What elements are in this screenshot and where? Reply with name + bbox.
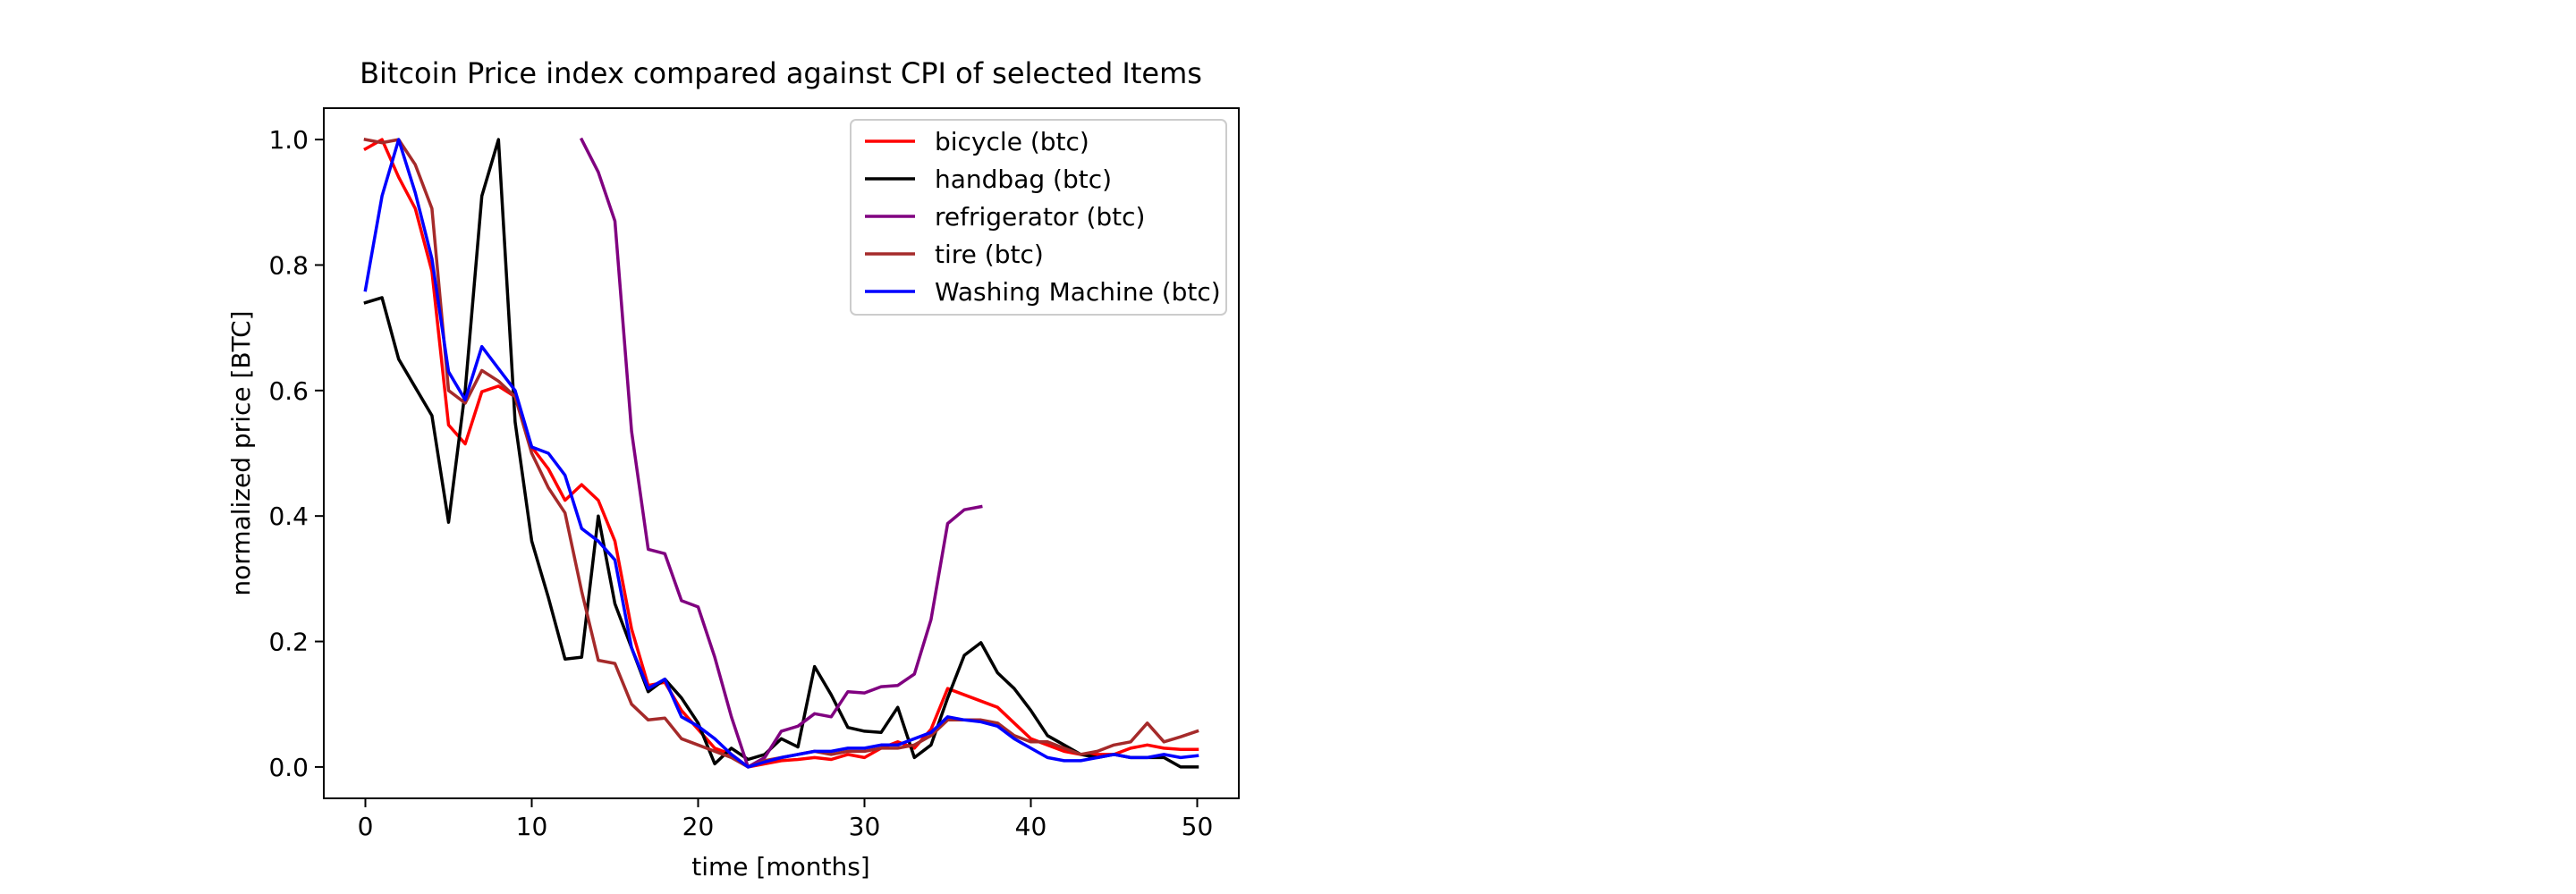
y-axis-label: normalized price [BTC] — [226, 310, 256, 595]
plot-area — [323, 107, 1240, 799]
series-line — [363, 138, 1199, 769]
series-layer — [363, 137, 1199, 769]
legend-label: handbag (btc) — [935, 164, 1112, 194]
y-tick-label: 0.4 — [268, 502, 309, 531]
legend-label: tire (btc) — [935, 240, 1044, 269]
x-tick-label: 0 — [358, 812, 374, 841]
chart-title: Bitcoin Price index compared against CPI… — [360, 56, 1202, 90]
y-tick-label: 0.2 — [268, 628, 309, 657]
series-line — [363, 138, 1199, 769]
y-tick-label: 0.0 — [268, 753, 309, 782]
y-tick-label: 0.8 — [268, 250, 309, 280]
x-tick-label: 10 — [516, 812, 548, 841]
legend: bicycle (btc) handbag (btc) refrigerator (… — [850, 119, 1227, 316]
series-line — [363, 138, 1199, 769]
series-line — [579, 137, 983, 769]
legend-box — [850, 119, 1227, 316]
x-tick-label: 20 — [682, 812, 715, 841]
legend-label: Washing Machine (btc) — [935, 277, 1221, 307]
x-tick-label: 30 — [849, 812, 881, 841]
y-tick-label: 0.6 — [268, 376, 309, 406]
legend-label: refrigerator (btc) — [935, 202, 1145, 232]
x-axis: 0 10 20 30 40 50 — [358, 798, 1214, 841]
y-tick-label: 1.0 — [268, 125, 309, 155]
x-tick-label: 50 — [1182, 812, 1214, 841]
x-tick-label: 40 — [1015, 812, 1047, 841]
x-axis-label: time [months] — [691, 852, 869, 881]
y-axis: 0.0 0.2 0.4 0.6 0.8 1.0 — [268, 125, 324, 782]
legend-label: bicycle (btc) — [935, 127, 1089, 156]
plot-frame — [323, 107, 1240, 799]
